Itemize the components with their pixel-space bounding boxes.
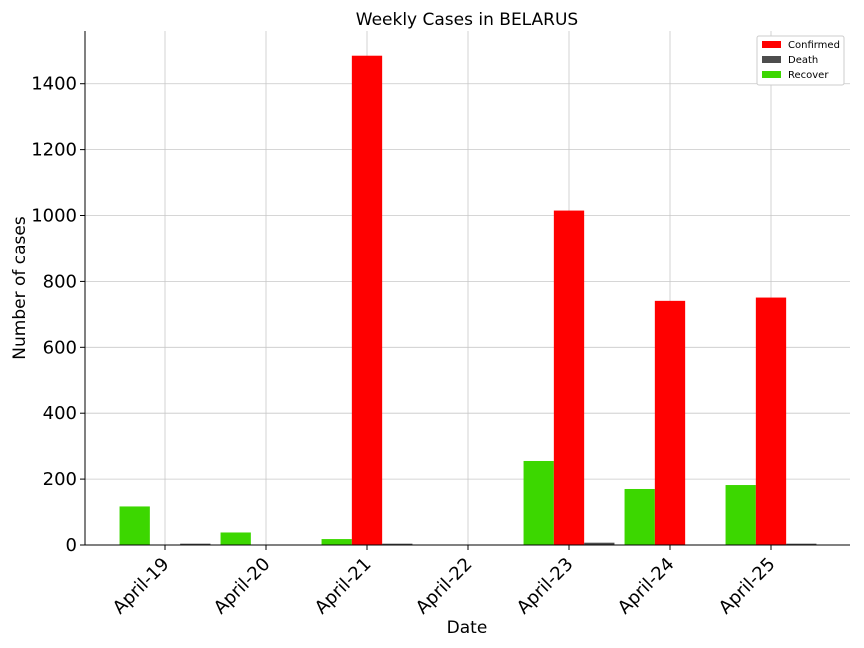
bar-death — [180, 543, 211, 545]
x-tick-label: April-23 — [513, 554, 578, 619]
x-axis-ticks: April-19 April-20 April-21 April-22 April-23… — [109, 545, 780, 618]
bar-recover — [523, 460, 554, 545]
x-tick-label: April-22 — [412, 554, 477, 619]
legend-label-death: Death — [788, 55, 818, 66]
grid-lines — [85, 31, 850, 546]
legend-swatch-confirmed — [762, 41, 781, 48]
x-tick-label: April-21 — [311, 554, 376, 619]
bar-recover — [119, 506, 150, 545]
y-tick-label: 600 — [43, 337, 77, 358]
bar-confirmed — [553, 210, 585, 546]
bar-confirmed — [351, 55, 383, 545]
x-tick-label: April-24 — [614, 554, 679, 619]
bar-confirmed — [654, 300, 686, 545]
bars — [119, 55, 817, 546]
bar-death — [584, 542, 615, 545]
bar-confirmed — [755, 297, 787, 545]
x-tick-label: April-20 — [210, 554, 275, 619]
y-axis-title: Number of cases — [10, 216, 30, 360]
y-axis-ticks: 0 200 400 600 800 1000 1200 1400 — [31, 74, 85, 556]
y-tick-label: 400 — [43, 403, 77, 424]
bar-recover — [624, 488, 655, 545]
x-tick-label: April-19 — [109, 554, 174, 619]
y-tick-label: 0 — [66, 535, 77, 556]
y-tick-label: 1400 — [31, 74, 77, 95]
bar-recover — [220, 532, 251, 545]
axes — [84, 31, 850, 546]
y-tick-label: 1000 — [31, 206, 77, 227]
bar-recover — [321, 539, 352, 545]
y-tick-label: 1200 — [31, 140, 77, 161]
x-axis-title: Date — [447, 618, 488, 638]
y-tick-label: 800 — [43, 271, 77, 292]
y-tick-label: 200 — [43, 469, 77, 490]
legend-swatch-recover — [762, 71, 781, 78]
bar-death — [786, 543, 817, 545]
legend-label-recover: Recover — [788, 70, 829, 81]
legend: Confirmed Death Recover — [756, 35, 845, 86]
chart-title: Weekly Cases in BELARUS — [356, 10, 578, 30]
legend-swatch-death — [762, 56, 781, 63]
bar-recover — [725, 485, 756, 545]
x-tick-label: April-25 — [715, 554, 780, 619]
legend-label-confirmed: Confirmed — [788, 40, 840, 51]
bar-death — [382, 543, 413, 545]
